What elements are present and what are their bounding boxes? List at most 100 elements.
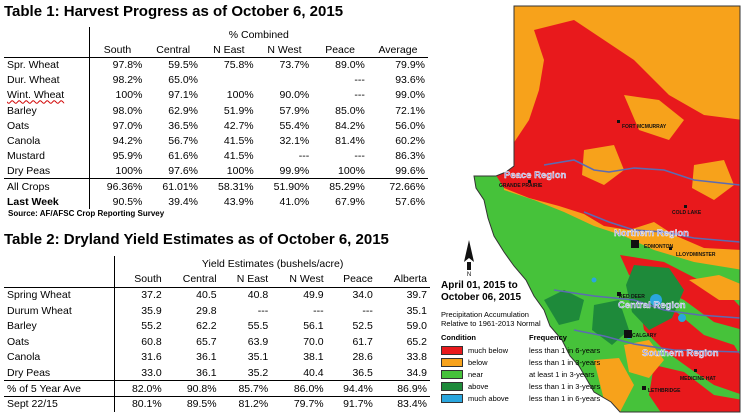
- table-cell: 72.66%: [367, 178, 428, 195]
- table-row-label: Durum Wheat: [7, 304, 72, 317]
- table-cell: 55.5: [247, 320, 269, 333]
- red-deer-marker-icon: [617, 292, 621, 296]
- table-row: Oats 60.8 65.7 63.9 70.0 61.7 65.2: [4, 333, 430, 350]
- city-label-edmonton: EDMONTON: [644, 244, 673, 250]
- table-cell: 96.36%: [88, 178, 146, 195]
- north-arrow-label: N: [467, 272, 471, 278]
- legend-swatch: [441, 370, 463, 379]
- table-cell: ---: [257, 304, 269, 317]
- table1-group-header: % Combined: [88, 27, 428, 43]
- table-cell: 83.4%: [375, 395, 430, 412]
- table-cell: 99.6%: [395, 165, 425, 178]
- table-row-label: Spr. Wheat: [7, 59, 59, 72]
- table-cell: 60.2%: [395, 134, 425, 147]
- table-cell: ---: [354, 89, 365, 102]
- table-cell: 28.6: [352, 351, 373, 364]
- grande-prairie-marker-icon: [528, 180, 531, 183]
- table1-title: Table 1: Harvest Progress as of October …: [4, 3, 344, 20]
- table2-body: Spring Wheat 37.2 40.5 40.8 49.9 34.0 39.7 Duru…: [4, 287, 430, 381]
- table2-col-nwest: N West: [271, 271, 327, 288]
- table-cell: ---: [362, 304, 373, 317]
- table-cell: 49.9: [303, 289, 324, 302]
- table-cell: 80.1%: [114, 395, 165, 412]
- legend-label: above: [468, 382, 489, 391]
- city-label-lethbridge: LETHBRIDGE: [648, 388, 681, 394]
- legend-label: much below: [468, 346, 509, 355]
- table-cell: ---: [313, 304, 324, 317]
- table-cell: 90.0%: [279, 89, 310, 102]
- legend-item: below less than 1 in 3-years: [441, 358, 601, 368]
- cold-lake-marker-icon: [684, 205, 687, 208]
- legend-label: near: [468, 370, 484, 379]
- legend-item: much below less than 1 in 6-years: [441, 346, 601, 356]
- table-row-label: Barley: [7, 320, 37, 333]
- table-cell: 94.4%: [326, 380, 376, 397]
- table-cell: 86.3%: [395, 150, 425, 163]
- table-cell: 36.1: [196, 351, 217, 364]
- table-cell: ---: [298, 150, 310, 163]
- table-cell: 35.1: [406, 304, 427, 317]
- table-row-label: All Crops: [4, 178, 90, 195]
- table-cell: 81.2%: [219, 395, 272, 412]
- city-label-red-deer: RED DEER: [619, 294, 645, 300]
- city-label-medicine-hat: MEDICINE HAT: [680, 376, 716, 382]
- province-outline: [473, 5, 741, 413]
- table1-col-central: Central: [145, 42, 202, 58]
- table-cell: 73.7%: [279, 59, 310, 72]
- legend-frequency: less than 1 in 3-years: [529, 382, 601, 391]
- table-row-label: Dry Peas: [7, 165, 51, 178]
- north-arrow-icon: N: [464, 240, 474, 278]
- map-subtitle-line2: Relative to 1961-2013 Normal: [441, 319, 541, 328]
- table-row: Dur. Wheat 98.2% 65.0% --- 93.6%: [4, 72, 428, 88]
- city-label-cold-lake: COLD LAKE: [672, 210, 702, 216]
- legend-frequency: less than 1 in 6-years: [529, 394, 601, 403]
- table-cell: ---: [354, 150, 365, 163]
- table-cell: 41.0%: [279, 195, 310, 208]
- table-cell: 61.01%: [145, 178, 202, 195]
- table-row-label: Canola: [7, 134, 41, 147]
- lethbridge-marker-icon: [642, 386, 646, 390]
- region-label-southern: Southern Region: [642, 348, 719, 359]
- table-cell: 59.0: [406, 320, 427, 333]
- table-cell: 36.5%: [168, 119, 199, 132]
- legend-condition-header: Condition: [441, 333, 476, 342]
- table1-col-average: Average: [367, 42, 428, 58]
- table-row: Spr. Wheat 97.8% 59.5% 75.8% 73.7% 89.0% 79.9%: [4, 57, 428, 73]
- table-cell: 35.9: [114, 302, 165, 319]
- table-cell: 84.2%: [335, 119, 365, 132]
- legend-swatch: [441, 394, 463, 403]
- table-cell: 100%: [88, 163, 146, 179]
- table-cell: 29.8: [196, 304, 217, 317]
- table2-col-south: South: [114, 271, 165, 288]
- table-cell: 97.8%: [88, 57, 146, 73]
- table-cell: 56.7%: [168, 134, 199, 147]
- table-cell: [257, 73, 313, 88]
- table-row: Barley 98.0% 62.9% 51.9% 57.9% 85.0% 72.1%: [4, 102, 428, 119]
- table-row: Dry Peas 100% 97.6% 100% 99.9% 100% 99.6%: [4, 163, 428, 179]
- legend-item: above less than 1 in 3-years: [441, 382, 601, 392]
- table-cell: 36.5: [352, 366, 373, 379]
- region-label-northern: Northern Region: [614, 228, 689, 239]
- alberta-map-graphic: N FORT MCMURRAY GRANDE PRAIRIE COLD LAKE…: [464, 5, 741, 413]
- table-row-label: Dur. Wheat: [7, 74, 60, 87]
- table-cell: 89.5%: [164, 395, 220, 412]
- table-cell: 52.5: [352, 320, 373, 333]
- table-cell: 67.9%: [335, 195, 365, 208]
- table-cell: 34.0: [352, 289, 373, 302]
- city-markers: [528, 120, 697, 390]
- table-cell: 62.2: [196, 320, 217, 333]
- table-row-label: Wint. Wheat: [7, 89, 65, 102]
- table-cell: 97.6%: [168, 165, 199, 178]
- table-cell: 51.9%: [223, 104, 254, 117]
- medicine-hat-marker-icon: [694, 369, 697, 372]
- table-cell: 60.8: [114, 333, 165, 350]
- table2-group-header: Yield Estimates (bushels/acre): [114, 256, 430, 272]
- table-row-label: Dry Peas: [7, 366, 51, 379]
- table-row: Spring Wheat 37.2 40.5 40.8 49.9 34.0 39.7: [4, 287, 430, 303]
- table-cell: 65.7: [196, 335, 217, 348]
- table-row-label: Barley: [7, 104, 37, 117]
- table-cell: 42.7%: [223, 119, 254, 132]
- legend-frequency-header: Frequency: [529, 333, 567, 342]
- table-cell: 72.1%: [395, 104, 425, 117]
- table2-pct-5yr-row: % of 5 Year Ave 82.0% 90.8% 85.7% 86.0% …: [4, 380, 430, 397]
